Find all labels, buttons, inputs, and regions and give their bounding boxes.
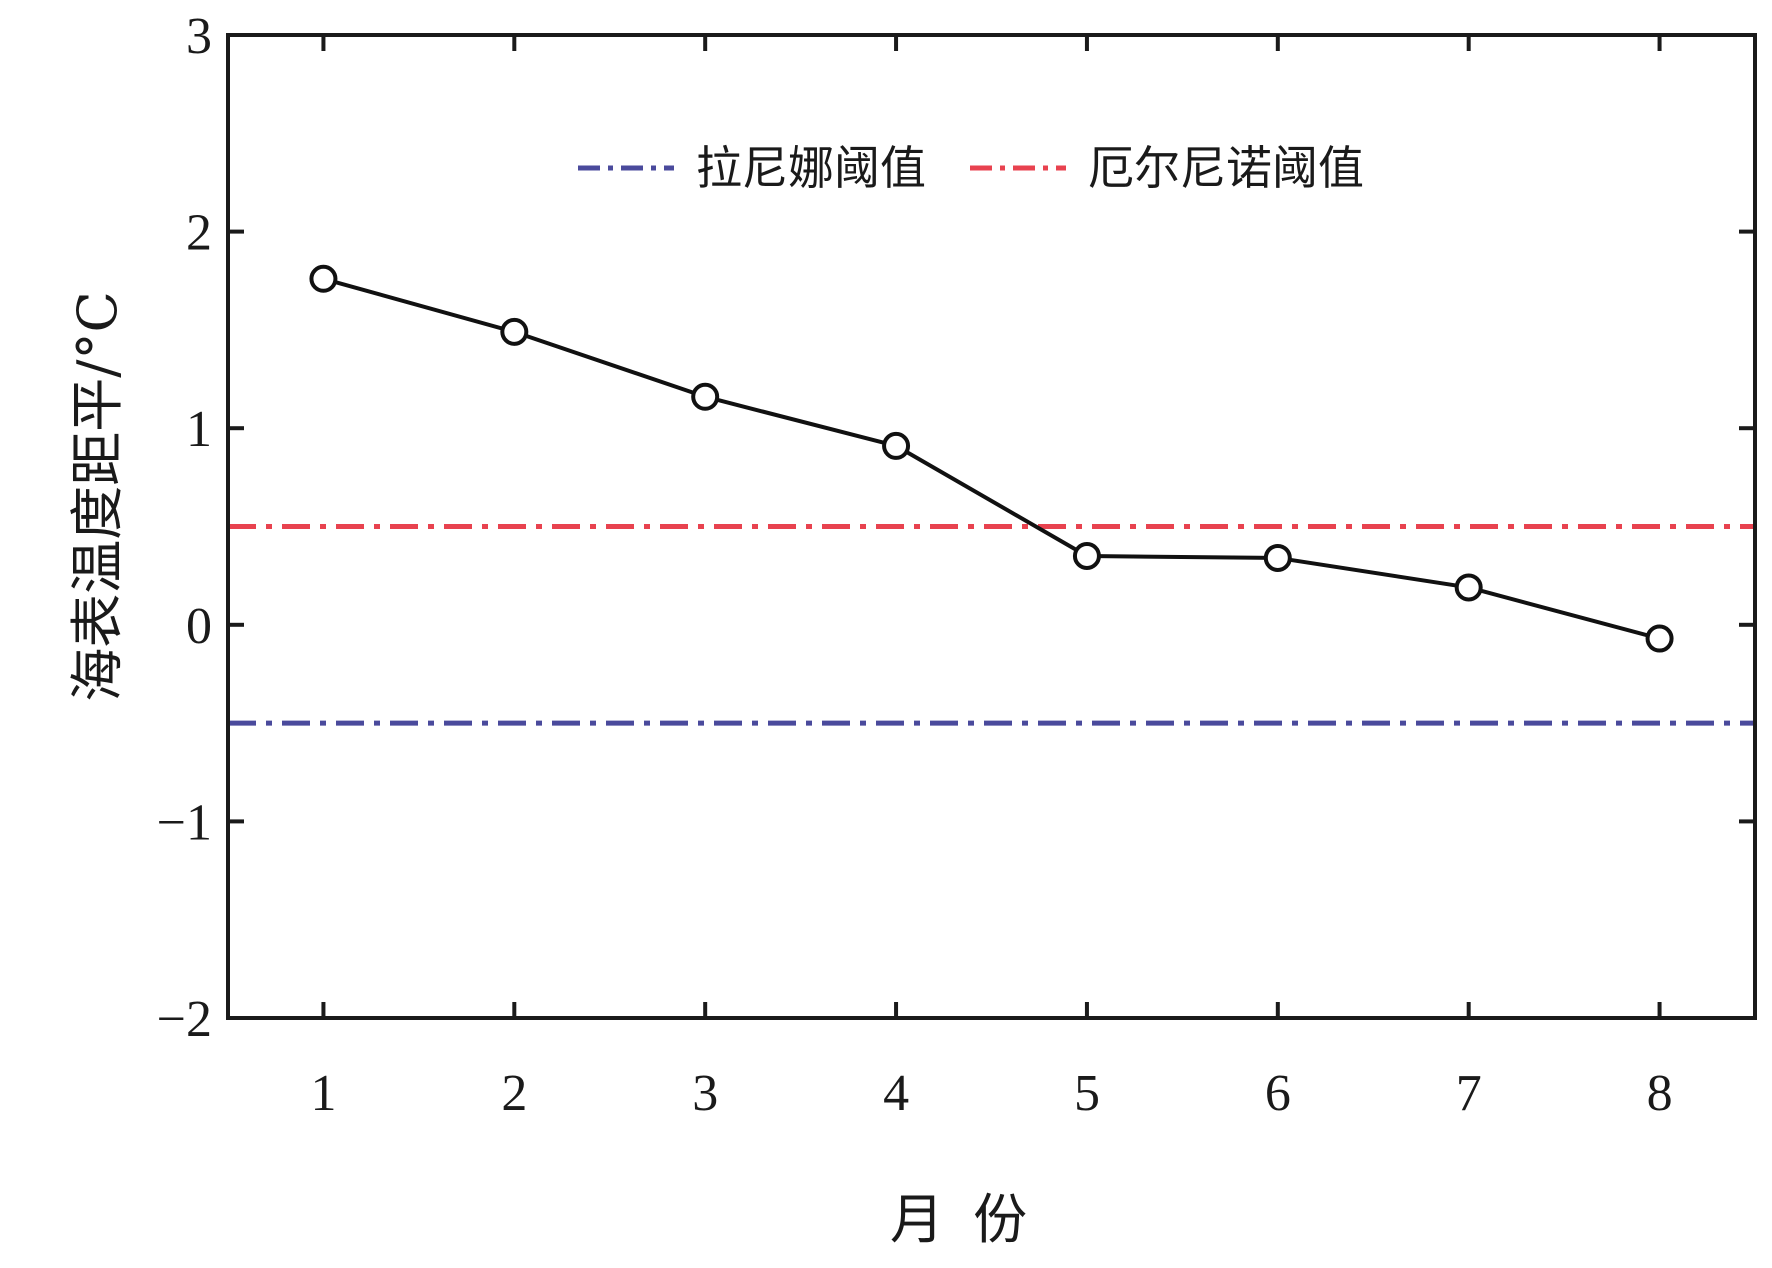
x-tick-label: 3: [692, 1065, 718, 1122]
x-tick-label: 5: [1074, 1065, 1100, 1122]
reference-lines: [228, 524, 1755, 726]
data-point: [309, 264, 338, 293]
y-axis-title: 海表温度距平/°C: [66, 291, 129, 702]
x-tick-label: 4: [883, 1065, 909, 1122]
x-tick-label: 2: [501, 1065, 527, 1122]
y-tick-label: 0: [186, 598, 212, 655]
series-layer: [309, 264, 1674, 653]
data-point: [1072, 541, 1101, 570]
axis-ticks: [228, 33, 1755, 1020]
y-tick-label: 1: [186, 401, 212, 458]
legend-label-2: 厄尔尼诺阈值: [1088, 141, 1364, 195]
x-tick-label: 1: [310, 1065, 336, 1122]
x-tick-label: 8: [1647, 1065, 1673, 1122]
legend-label-1: 拉尼娜阈值: [696, 141, 926, 195]
series-line-1: [322, 276, 1661, 641]
x-tick-label: 7: [1456, 1065, 1482, 1122]
y-tick-labels: −2 −1 0 1 2 3: [157, 8, 212, 1048]
x-tick-labels: 1 2 3 4 5 6 7 8: [310, 1065, 1672, 1122]
y-tick-label: 3: [186, 8, 212, 65]
y-tick-label: 2: [186, 205, 212, 262]
legend: 拉尼娜阈值 厄尔尼诺阈值: [578, 141, 1364, 195]
x-tick-label: 6: [1265, 1065, 1291, 1122]
data-point: [500, 317, 529, 346]
plot-frame: [226, 33, 1757, 1020]
data-point: [1263, 543, 1292, 572]
x-axis-title: 月 份: [890, 1188, 1033, 1251]
data-point: [691, 382, 720, 411]
data-point: [1454, 573, 1483, 602]
data-point: [882, 431, 911, 460]
data-point: [1645, 624, 1674, 653]
y-tick-label: −1: [157, 794, 212, 851]
y-tick-label: −2: [157, 991, 212, 1048]
